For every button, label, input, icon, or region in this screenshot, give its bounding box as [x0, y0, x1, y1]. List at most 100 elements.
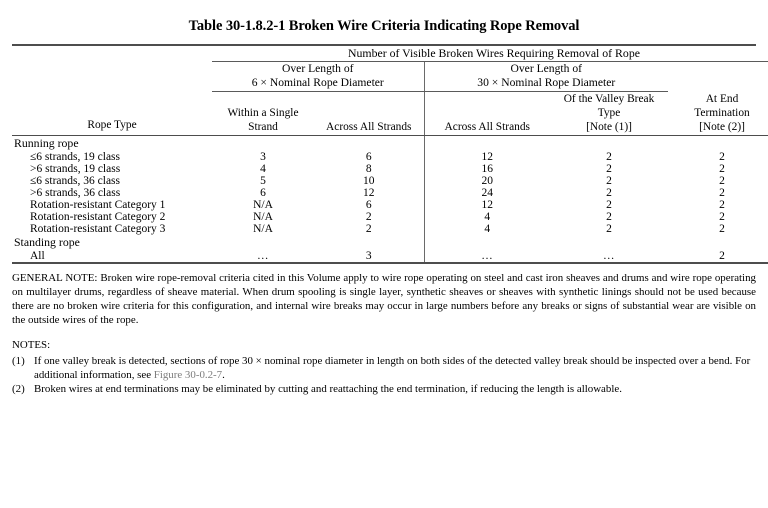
- note-number: (1): [12, 354, 25, 367]
- supercolumn-header: Number of Visible Broken Wires Requiring…: [212, 46, 768, 62]
- table-row: Rotation-resistant Category 1 N/A 6 12 2…: [12, 198, 768, 211]
- group-label-standing-rope: Standing rope: [14, 234, 80, 249]
- cell-end-termination: 2: [719, 162, 725, 175]
- column-header-within-single-strand-line1: Within a Single: [227, 107, 299, 120]
- cell-end-termination: 2: [719, 222, 725, 235]
- cell-valley-break: 2: [606, 174, 612, 187]
- cell-within-single-strand: N/A: [253, 210, 273, 223]
- cell-rope-type: Rotation-resistant Category 1: [30, 198, 166, 211]
- cell-across-all-strands-30x: 12: [423, 150, 550, 163]
- cell-across-all-strands-30x: 16: [423, 162, 550, 175]
- cell-end-termination: 2: [719, 210, 725, 223]
- column-header-across-all-strands-6x: Across All Strands: [314, 91, 424, 136]
- group-spacer-endterm: [668, 235, 768, 250]
- cell-valley-break: 2: [606, 222, 612, 235]
- table-row: All … 3 … … 2: [12, 249, 768, 264]
- cell-end-termination: 2: [719, 186, 725, 199]
- table-row: Rotation-resistant Category 3 N/A 2 4 2 …: [12, 222, 768, 235]
- cell-across-all-strands-6x: 2: [365, 222, 372, 235]
- cell-rope-type: Rotation-resistant Category 3: [30, 222, 166, 235]
- cell-rope-type: Rotation-resistant Category 2: [30, 210, 166, 223]
- supercolumn-empty-cell: [12, 46, 212, 62]
- figure-reference-link[interactable]: Figure 30-0.2-7: [153, 368, 223, 381]
- group-label-running-rope: Running rope: [14, 135, 79, 150]
- column-header-end-termination: At End Termination [Note (2)]: [668, 91, 768, 136]
- table-group-header-row: Running rope: [12, 135, 768, 151]
- column-header-end-termination-line2: Termination: [694, 107, 750, 120]
- cell-rope-type: ≤6 strands, 19 class: [30, 150, 120, 163]
- cell-valley-break: 2: [606, 186, 612, 199]
- cell-across-all-strands-30x: 24: [423, 186, 550, 199]
- cell-valley-break: 2: [606, 198, 612, 211]
- cell-across-all-strands-6x: 6: [365, 150, 372, 163]
- cell-within-single-strand: N/A: [253, 198, 273, 211]
- column-header-valley-break-line2: Type: [597, 107, 621, 120]
- band-empty-cell: [12, 62, 212, 92]
- group-spacer-across6: [314, 235, 424, 250]
- column-header-valley-break-note: [Note (1)]: [586, 121, 632, 134]
- table-title: Table 30-1.8.2-1 Broken Wire Criteria In…: [188, 18, 580, 34]
- column-header-across-all-strands-30x: Across All Strands: [423, 91, 550, 136]
- column-header-within-single-strand-line2: Strand: [248, 121, 278, 134]
- note-item: (2) Broken wires at end terminations may…: [12, 382, 756, 396]
- column-header-rope-type: Rope Type: [12, 91, 212, 136]
- band-empty-cell-right: [668, 62, 768, 92]
- cell-across-all-strands-6x: 2: [365, 210, 372, 223]
- column-header-within-single-strand: Within a Single Strand: [212, 91, 314, 136]
- note-text-before: Broken wires at end terminations may be …: [34, 382, 622, 395]
- cell-valley-break: 2: [606, 162, 612, 175]
- band-header-30x-line2: 30 × Nominal Rope Diameter: [477, 76, 616, 90]
- band-header-30x-line1: Over Length of: [510, 62, 582, 75]
- notes-block: NOTES: (1) If one valley break is detect…: [12, 329, 756, 396]
- group-spacer-valley: [550, 135, 668, 151]
- note-text-after: .: [222, 368, 225, 381]
- cell-rope-type: All: [12, 249, 212, 264]
- cell-within-single-strand: N/A: [253, 222, 273, 235]
- note-number: (2): [12, 382, 25, 395]
- note-text: Broken wires at end terminations may be …: [34, 382, 756, 396]
- cell-end-termination: 2: [719, 198, 725, 211]
- group-spacer-single: [212, 135, 314, 151]
- band-header-6x-line1: Over Length of: [282, 62, 354, 75]
- broken-wire-criteria-table: Number of Visible Broken Wires Requiring…: [12, 46, 768, 264]
- cell-across-all-strands-30x: 20: [423, 174, 550, 187]
- table-row: ≤6 strands, 19 class 3 6 12 2 2: [12, 150, 768, 163]
- cell-across-all-strands-6x: 8: [365, 162, 372, 175]
- cell-rope-type: >6 strands, 19 class: [30, 162, 121, 175]
- cell-end-termination: 2: [719, 174, 725, 187]
- general-note-text: Broken wire rope-removal criteria cited …: [12, 271, 756, 327]
- cell-rope-type: ≤6 strands, 36 class: [30, 174, 120, 187]
- column-header-valley-break-line1: Of the Valley Break: [563, 92, 655, 105]
- table-row: >6 strands, 19 class 4 8 16 2 2: [12, 162, 768, 175]
- group-spacer-valley: [550, 235, 668, 250]
- note-text-before: If one valley break is detected, section…: [34, 354, 751, 381]
- note-item: (1) If one valley break is detected, sec…: [12, 354, 756, 382]
- group-spacer-single: [212, 235, 314, 250]
- table-group-header-row: Standing rope: [12, 234, 768, 250]
- cell-across-all-strands-6x: 6: [365, 198, 372, 211]
- column-header-end-termination-line1: At End: [705, 92, 739, 105]
- group-spacer-endterm: [668, 135, 768, 151]
- band-header-30x: Over Length of 30 × Nominal Rope Diamete…: [423, 61, 668, 92]
- cell-across-all-strands-6x: 10: [363, 174, 375, 187]
- notes-heading: NOTES:: [12, 339, 51, 352]
- cell-within-single-strand: 4: [260, 162, 266, 175]
- column-header-valley-break: Of the Valley Break Type [Note (1)]: [550, 91, 668, 136]
- cell-within-single-strand: 3: [260, 150, 266, 163]
- band-header-6x: Over Length of 6 × Nominal Rope Diameter: [212, 61, 424, 92]
- general-note: GENERAL NOTE: Broken wire rope-removal c…: [12, 264, 756, 330]
- cell-within-single-strand: 5: [260, 174, 266, 187]
- table-row: >6 strands, 36 class 6 12 24 2 2: [12, 186, 768, 199]
- cell-valley-break: 2: [606, 150, 612, 163]
- cell-end-termination: 2: [719, 150, 725, 163]
- band-header-6x-line2: 6 × Nominal Rope Diameter: [251, 76, 384, 90]
- cell-valley-break: …: [550, 249, 668, 264]
- group-spacer-across6: [314, 135, 424, 151]
- table-header-supercolumn-row: Number of Visible Broken Wires Requiring…: [12, 46, 768, 62]
- table-row: ≤6 strands, 36 class 5 10 20 2 2: [12, 174, 768, 187]
- table-top-rule: [12, 44, 756, 46]
- group-spacer-across30: [423, 135, 550, 151]
- cell-across-all-strands-30x: 12: [423, 198, 550, 211]
- table-header-columns-row: Rope Type Within a Single Strand Across …: [12, 91, 768, 136]
